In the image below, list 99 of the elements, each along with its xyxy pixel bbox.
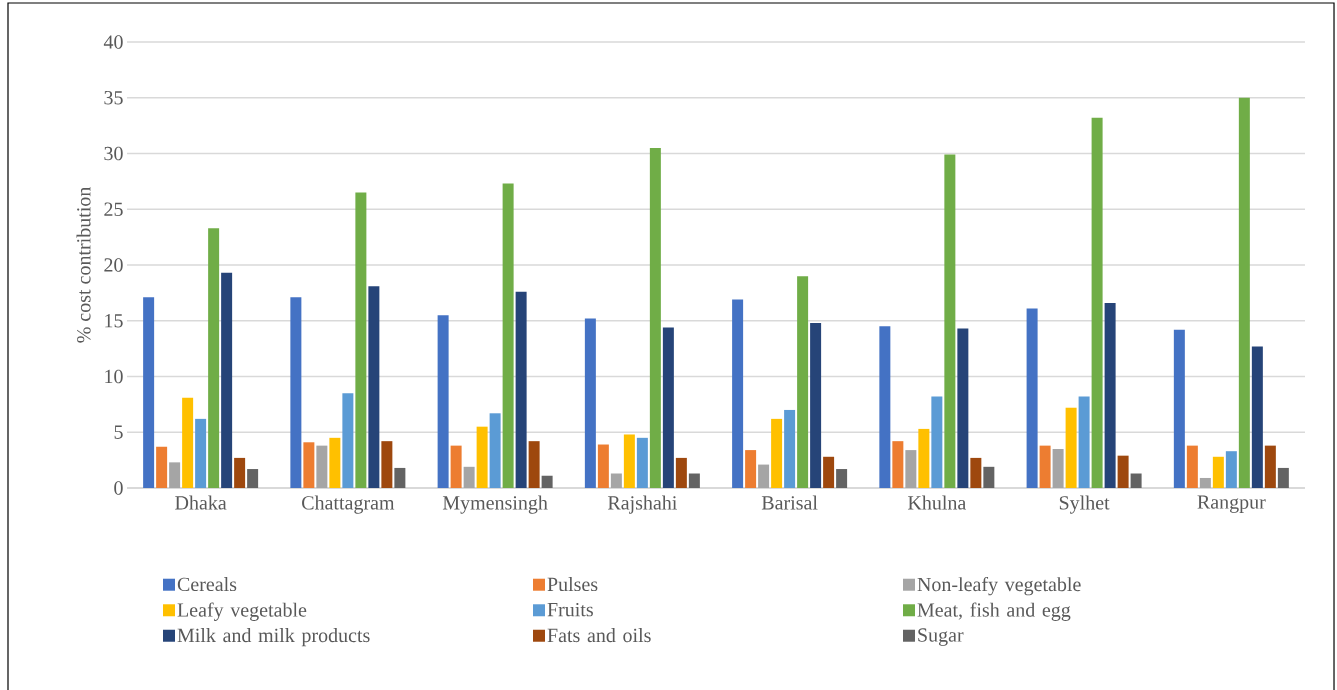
x-tick-label: Chattagram — [302, 495, 395, 514]
y-tick-label: 40 — [103, 35, 123, 49]
bar — [541, 475, 553, 488]
bar — [597, 444, 609, 488]
legend-label: Sugar — [918, 628, 964, 646]
bar — [636, 437, 648, 488]
bar — [528, 441, 540, 488]
bar — [476, 426, 488, 488]
bar — [970, 457, 982, 488]
bar — [944, 154, 956, 488]
bar — [836, 469, 848, 488]
y-tick-label: 30 — [104, 146, 123, 161]
bar — [437, 315, 449, 488]
x-tick-label: Barisal — [761, 495, 818, 510]
y-tick-label: 15 — [105, 314, 123, 328]
bar — [1026, 308, 1038, 488]
bar — [771, 418, 783, 488]
bar — [1277, 467, 1289, 488]
legend-label: Fruits — [547, 602, 593, 617]
bar — [329, 437, 341, 488]
legend-label: Non-leafy vegetable — [917, 576, 1081, 596]
legend-label: Leafy vegetable — [177, 602, 307, 621]
bar — [450, 445, 462, 488]
bar — [502, 183, 514, 488]
bar — [247, 469, 259, 488]
legend-label: Cereals — [177, 577, 237, 592]
x-tick-label: Dhaka — [175, 495, 227, 510]
bar — [381, 441, 393, 488]
bar — [931, 396, 943, 488]
bar — [221, 272, 233, 488]
legend-label: Pulses — [547, 577, 598, 592]
bar — [649, 147, 661, 488]
bar — [1130, 473, 1142, 488]
bar — [1078, 396, 1090, 488]
bar — [182, 397, 194, 488]
bar — [1199, 477, 1211, 488]
bar — [810, 322, 822, 488]
bar — [195, 418, 207, 488]
y-axis-title: % cost contribution — [76, 186, 91, 343]
x-tick-label: Khulna — [908, 495, 967, 510]
y-tick-label: 20 — [104, 258, 123, 272]
bar — [1251, 346, 1263, 488]
y-tick-label: 0 — [114, 481, 123, 495]
bar — [797, 276, 809, 488]
bar — [1186, 445, 1198, 488]
bar — [355, 192, 367, 488]
legend-label: Meat, fish and egg — [917, 602, 1071, 621]
bar — [662, 327, 674, 488]
legend-label: Fats and oils — [547, 628, 651, 643]
x-tick-label: Rangpur — [1197, 495, 1266, 513]
bar — [463, 466, 475, 488]
y-tick-label: 25 — [104, 202, 123, 216]
bar — [1104, 302, 1116, 488]
bar — [758, 464, 770, 488]
bar — [905, 450, 917, 488]
y-tick-label: 5 — [114, 425, 123, 439]
bar — [342, 393, 354, 488]
bar — [623, 434, 635, 488]
bar — [732, 299, 744, 488]
bar — [745, 450, 757, 488]
legend-label: Milk and milk products — [177, 628, 370, 647]
bar — [983, 466, 995, 488]
bar — [368, 286, 380, 488]
bar — [1039, 445, 1051, 488]
bar — [675, 457, 687, 488]
x-tick-label: Mymensingh — [442, 495, 548, 514]
bar — [823, 456, 835, 488]
x-tick-label: Sylhet — [1059, 495, 1110, 514]
x-tick-label: Rajshahi — [607, 495, 677, 514]
bar — [1052, 448, 1064, 488]
bar — [1264, 445, 1276, 488]
bar — [1212, 456, 1224, 488]
bar — [688, 473, 700, 488]
bar — [156, 446, 168, 488]
bar — [584, 318, 596, 488]
bar — [892, 441, 904, 488]
bar — [169, 462, 181, 488]
bar — [143, 297, 155, 488]
bar — [394, 467, 406, 488]
bar — [234, 457, 246, 488]
y-tick-label: 35 — [104, 91, 123, 105]
bar — [1173, 329, 1185, 488]
bar — [784, 409, 796, 488]
bar — [515, 291, 527, 488]
bar — [1091, 117, 1103, 488]
bar — [1225, 451, 1237, 488]
bar — [303, 442, 315, 488]
bar — [489, 413, 501, 488]
bar — [290, 297, 302, 488]
bar — [1117, 455, 1129, 488]
bar — [879, 326, 891, 488]
bar — [208, 228, 220, 488]
bar — [610, 473, 622, 488]
bar — [1238, 97, 1250, 488]
bar — [1065, 407, 1077, 488]
bar — [957, 328, 969, 488]
bar — [918, 428, 930, 488]
bar — [316, 445, 328, 488]
y-tick-label: 10 — [105, 369, 123, 384]
